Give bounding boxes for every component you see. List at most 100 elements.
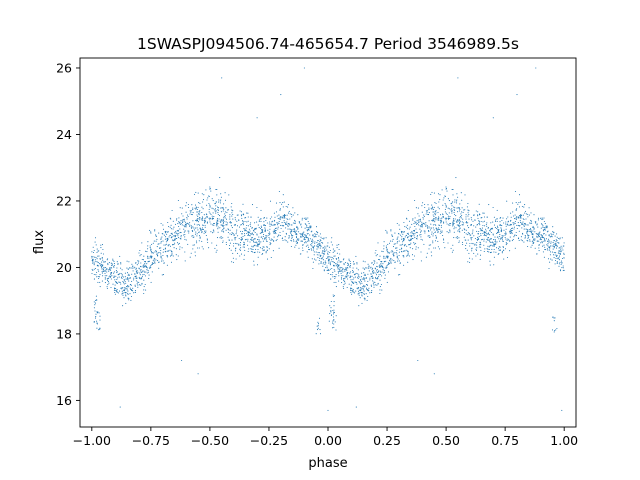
data-point: [222, 241, 224, 244]
data-point: [219, 227, 221, 229]
data-point: [354, 292, 356, 294]
data-point: [95, 316, 97, 318]
data-point: [414, 243, 416, 245]
data-point: [163, 262, 165, 264]
data-point: [172, 240, 174, 242]
data-point: [494, 227, 496, 229]
data-point: [542, 229, 544, 231]
data-point: [303, 238, 305, 240]
data-point: [440, 219, 442, 221]
data-point: [355, 281, 357, 284]
data-point: [333, 250, 335, 252]
data-point: [329, 251, 331, 254]
data-point: [306, 230, 308, 232]
data-point: [216, 237, 219, 239]
data-point: [222, 223, 224, 225]
data-point: [458, 225, 460, 227]
data-point: [489, 264, 491, 266]
data-point: [556, 327, 558, 330]
data-point: [552, 248, 554, 250]
data-point: [149, 245, 151, 247]
data-point: [160, 260, 163, 262]
data-point: [210, 213, 212, 216]
data-point: [111, 275, 113, 277]
data-point: [177, 255, 179, 257]
data-point: [220, 196, 222, 198]
data-point: [428, 244, 430, 246]
data-point: [203, 219, 205, 221]
data-point: [491, 241, 493, 243]
data-point: [337, 266, 339, 268]
data-point: [510, 212, 512, 214]
data-point: [107, 258, 109, 260]
data-point: [184, 226, 186, 228]
data-point: [172, 228, 174, 230]
data-point: [538, 240, 540, 242]
data-point: [390, 251, 392, 253]
data-point: [155, 251, 158, 253]
data-point: [349, 272, 351, 274]
data-point: [356, 263, 358, 265]
data-point: [266, 240, 268, 242]
data-point: [552, 231, 554, 233]
data-point: [419, 228, 421, 230]
data-point: [229, 229, 231, 231]
data-point: [559, 252, 561, 255]
data-point: [201, 218, 203, 220]
data-point: [427, 213, 429, 215]
data-point: [373, 272, 375, 274]
data-point: [496, 241, 498, 243]
data-point: [403, 244, 406, 246]
data-point: [489, 238, 491, 240]
data-point: [291, 240, 293, 242]
data-point: [240, 236, 242, 238]
data-point: [285, 240, 287, 242]
data-point: [277, 228, 279, 230]
data-point: [99, 286, 101, 288]
data-point: [527, 216, 529, 218]
data-point: [202, 228, 205, 230]
data-point: [473, 225, 475, 227]
data-point: [328, 259, 330, 261]
data-point: [281, 217, 283, 219]
data-point: [463, 236, 465, 238]
data-point: [531, 241, 533, 243]
data-point: [481, 217, 483, 219]
data-point: [390, 229, 392, 231]
data-point: [543, 220, 545, 223]
data-point: [329, 310, 332, 312]
data-point: [384, 257, 386, 259]
data-point: [317, 240, 319, 242]
data-point: [459, 208, 461, 210]
data-point: [363, 292, 365, 294]
data-point: [319, 247, 321, 249]
data-point: [143, 286, 145, 288]
data-point: [477, 217, 479, 219]
data-point: [417, 224, 420, 226]
data-point: [431, 233, 433, 235]
data-point: [156, 252, 158, 254]
data-point: [308, 227, 310, 229]
data-point: [151, 271, 153, 273]
data-point: [489, 234, 491, 236]
data-point: [532, 226, 534, 229]
data-point: [433, 220, 435, 222]
data-point: [527, 237, 529, 239]
data-point: [488, 251, 490, 253]
data-point: [92, 269, 94, 272]
data-point: [327, 268, 329, 270]
data-point: [433, 211, 435, 213]
data-point: [282, 215, 284, 217]
data-point: [148, 260, 151, 262]
data-point: [101, 272, 103, 274]
data-point: [496, 247, 498, 249]
data-point: [316, 248, 318, 250]
data-point: [139, 272, 141, 274]
data-point: [494, 240, 496, 242]
data-point: [164, 248, 166, 250]
data-point: [528, 207, 530, 209]
data-point: [442, 238, 445, 240]
data-point: [165, 236, 167, 238]
data-point: [364, 273, 366, 275]
data-point: [383, 257, 385, 259]
